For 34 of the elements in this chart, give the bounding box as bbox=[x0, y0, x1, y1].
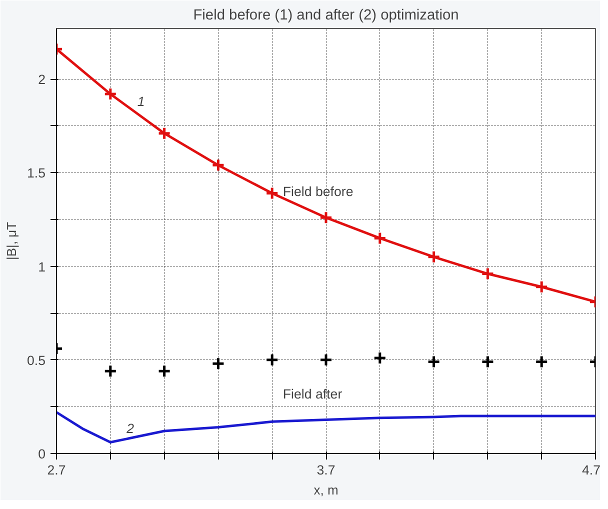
point bbox=[265, 353, 279, 367]
point bbox=[104, 364, 118, 378]
point bbox=[427, 250, 441, 264]
point bbox=[373, 231, 387, 245]
x-tick-label: 2.7 bbox=[47, 462, 66, 478]
y-tick-label: 0 bbox=[38, 446, 46, 462]
point bbox=[265, 186, 279, 200]
point bbox=[211, 356, 225, 370]
y-tick-label: 1.5 bbox=[26, 166, 46, 181]
point bbox=[211, 158, 225, 172]
annotation: Field before bbox=[282, 184, 354, 199]
point bbox=[534, 355, 548, 369]
y-tick-label: 0.5 bbox=[26, 352, 46, 368]
point bbox=[104, 87, 118, 101]
point bbox=[480, 267, 494, 281]
point bbox=[373, 351, 387, 365]
y-tick-label: 1 bbox=[38, 259, 46, 274]
point bbox=[427, 355, 441, 369]
y-tick-label: 2 bbox=[38, 72, 46, 88]
point bbox=[480, 355, 494, 369]
chart-title: Field before (1) and after (2) optimization bbox=[193, 8, 459, 24]
x-tick-label: 3.7 bbox=[316, 462, 336, 478]
annotation: 2 bbox=[126, 421, 135, 436]
point bbox=[534, 280, 548, 294]
x-tick-label: 4.7 bbox=[582, 462, 601, 478]
y-axis-title: |B|, μT bbox=[4, 222, 19, 260]
point bbox=[158, 364, 172, 378]
point bbox=[158, 126, 172, 140]
x-axis-title: x, m bbox=[314, 482, 338, 498]
point bbox=[319, 353, 333, 367]
annotation: 1 bbox=[137, 94, 145, 109]
annotation: Field after bbox=[282, 386, 343, 402]
point bbox=[319, 210, 333, 224]
line-series bbox=[56, 411, 596, 444]
